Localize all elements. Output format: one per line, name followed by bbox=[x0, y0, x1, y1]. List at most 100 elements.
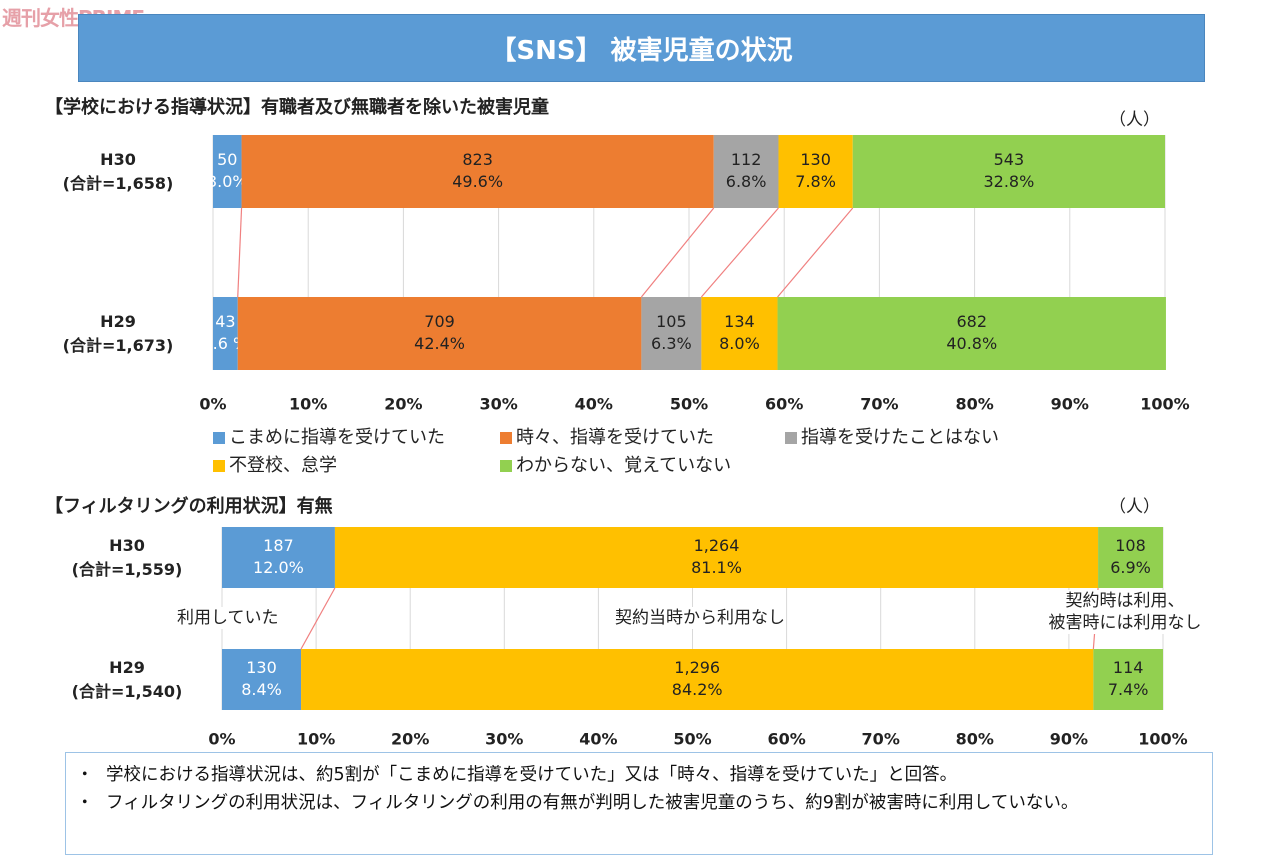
bar-segment bbox=[701, 297, 778, 370]
note: 学校における指導状況は、約5割が「こまめに指導を受けていた」又は「時々、指導を受… bbox=[76, 761, 1192, 789]
connector bbox=[300, 587, 336, 650]
x-tick-label: 90% bbox=[1051, 395, 1089, 414]
x-tick-label: 0% bbox=[208, 730, 235, 749]
bar-segment bbox=[1093, 649, 1163, 710]
chart-subtitle: 【学校における指導状況】有職者及び無職者を除いた被害児童 bbox=[45, 96, 549, 118]
legend-swatch bbox=[785, 432, 797, 444]
count-label: 682 bbox=[956, 312, 987, 331]
x-tick-label: 80% bbox=[955, 395, 993, 414]
x-tick-label: 40% bbox=[575, 395, 613, 414]
series-label: 契約当時から利用なし bbox=[615, 607, 785, 629]
x-tick-label: 10% bbox=[297, 730, 335, 749]
value-label: 8.0% bbox=[719, 334, 760, 353]
legend-swatch bbox=[500, 432, 512, 444]
notes: 学校における指導状況は、約5割が「こまめに指導を受けていた」又は「時々、指導を受… bbox=[65, 752, 1213, 855]
count-label: 1,296 bbox=[674, 658, 720, 677]
value-label: 6.8% bbox=[726, 172, 767, 191]
count-label: 114 bbox=[1113, 658, 1144, 677]
x-tick-label: 60% bbox=[765, 395, 803, 414]
legend-label: わからない、覚えていない bbox=[516, 455, 731, 476]
bar-segment bbox=[334, 527, 1099, 588]
x-tick-label: 10% bbox=[289, 395, 327, 414]
bar-segment bbox=[222, 649, 302, 710]
connector bbox=[700, 207, 779, 298]
bar-segment bbox=[713, 135, 779, 208]
bar-segment bbox=[852, 135, 1165, 208]
bar-segment bbox=[641, 297, 702, 370]
value-label: 3.0% bbox=[207, 172, 248, 191]
value-label: 49.6% bbox=[452, 172, 503, 191]
legend-label: 時々、指導を受けていた bbox=[516, 427, 714, 448]
category-label: H30 (合計=1,559) bbox=[71, 535, 183, 579]
x-tick-label: 30% bbox=[485, 730, 523, 749]
x-tick-label: 50% bbox=[670, 395, 708, 414]
count-label: 43 bbox=[215, 312, 235, 331]
value-label: 6.3% bbox=[651, 334, 692, 353]
note: フィルタリングの利用状況は、フィルタリングの利用の有無が判明した被害児童のうち、… bbox=[76, 789, 1192, 817]
value-label: 7.4% bbox=[1108, 680, 1149, 699]
x-tick-label: 70% bbox=[862, 730, 900, 749]
value-label: 2.6 % bbox=[203, 334, 249, 353]
category-label: H29 (合計=1,673) bbox=[62, 311, 174, 355]
x-tick-label: 90% bbox=[1050, 730, 1088, 749]
category-label: H29 (合計=1,540) bbox=[71, 657, 183, 701]
unit-label: （人） bbox=[1109, 497, 1160, 517]
bar-segment bbox=[213, 297, 238, 370]
x-tick-label: 20% bbox=[391, 730, 429, 749]
legend-label: こまめに指導を受けていた bbox=[229, 427, 445, 448]
value-label: 40.8% bbox=[946, 334, 997, 353]
bar-segment bbox=[222, 527, 335, 588]
bar-segment bbox=[301, 649, 1094, 710]
x-tick-label: 60% bbox=[767, 730, 805, 749]
bar-segment bbox=[778, 135, 853, 208]
value-label: 12.0% bbox=[253, 558, 304, 577]
value-label: 81.1% bbox=[691, 558, 742, 577]
value-label: 8.4% bbox=[241, 680, 282, 699]
bar-segment bbox=[241, 135, 714, 208]
bar-segment bbox=[777, 297, 1166, 370]
x-tick-label: 50% bbox=[673, 730, 711, 749]
x-tick-label: 20% bbox=[384, 395, 422, 414]
count-label: 108 bbox=[1115, 536, 1146, 555]
count-label: 187 bbox=[263, 536, 294, 555]
legend-swatch bbox=[213, 460, 225, 472]
legend-label: 指導を受けたことはない bbox=[801, 427, 999, 448]
x-tick-label: 0% bbox=[199, 395, 226, 414]
count-label: 130 bbox=[800, 150, 831, 169]
header-title: 【SNS】 被害児童の状況 bbox=[78, 14, 1205, 82]
count-label: 50 bbox=[217, 150, 237, 169]
category-label: H30 (合計=1,658) bbox=[62, 149, 174, 193]
value-label: 32.8% bbox=[983, 172, 1034, 191]
count-label: 112 bbox=[731, 150, 762, 169]
count-label: 709 bbox=[424, 312, 455, 331]
x-tick-label: 100% bbox=[1140, 395, 1189, 414]
connector bbox=[640, 207, 715, 298]
series-label: 契約時は利用、 被害時には利用なし bbox=[1048, 590, 1202, 634]
x-tick-label: 30% bbox=[479, 395, 517, 414]
x-tick-label: 70% bbox=[860, 395, 898, 414]
count-label: 130 bbox=[246, 658, 277, 677]
count-label: 134 bbox=[724, 312, 755, 331]
value-label: 84.2% bbox=[672, 680, 723, 699]
bar-segment bbox=[237, 297, 642, 370]
legend-swatch bbox=[213, 432, 225, 444]
chart-subtitle: 【フィルタリングの利用状況】有無 bbox=[45, 495, 333, 517]
bar-segment bbox=[1098, 527, 1163, 588]
legend-label: 不登校、怠学 bbox=[229, 455, 337, 476]
bar-segment bbox=[213, 135, 242, 208]
value-label: 7.8% bbox=[795, 172, 836, 191]
connector bbox=[237, 207, 243, 298]
count-label: 543 bbox=[994, 150, 1025, 169]
count-label: 823 bbox=[462, 150, 493, 169]
x-tick-label: 80% bbox=[956, 730, 994, 749]
value-label: 6.9% bbox=[1110, 558, 1151, 577]
series-label: 利用していた bbox=[177, 607, 279, 629]
count-label: 105 bbox=[656, 312, 687, 331]
x-tick-label: 40% bbox=[579, 730, 617, 749]
connector bbox=[777, 207, 854, 298]
unit-label: （人） bbox=[1109, 110, 1160, 130]
value-label: 42.4% bbox=[414, 334, 465, 353]
count-label: 1,264 bbox=[694, 536, 740, 555]
